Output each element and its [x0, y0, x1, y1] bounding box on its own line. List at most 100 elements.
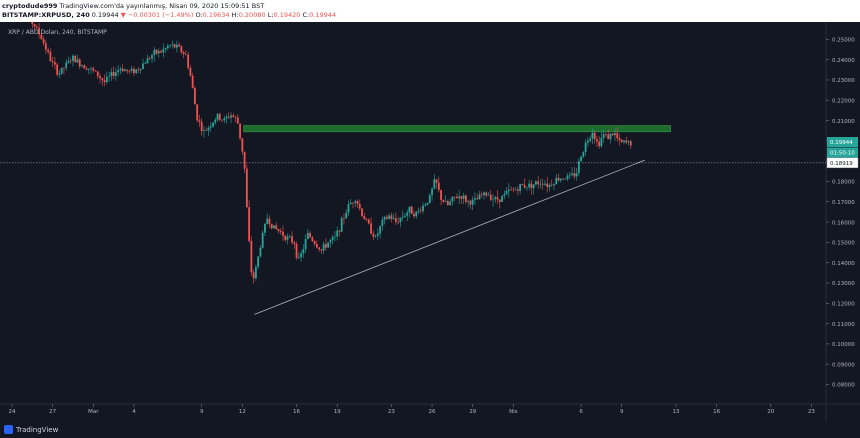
candle-body: [413, 213, 415, 217]
time-tick-label: 13: [672, 409, 679, 415]
candle-body: [151, 54, 153, 59]
tradingview-logo[interactable]: TradingView: [4, 425, 58, 434]
support-trendline[interactable]: [254, 159, 645, 315]
candle-body: [573, 173, 576, 177]
candle-body: [537, 181, 540, 185]
candle-body: [227, 116, 230, 118]
candle-body: [85, 68, 88, 70]
candle-body: [166, 45, 169, 49]
candle-body: [112, 71, 115, 76]
candle-body: [306, 232, 309, 240]
resistance-zone[interactable]: [243, 125, 671, 133]
candle-body: [135, 69, 138, 74]
candle-body: [329, 239, 332, 243]
candle-body: [530, 183, 533, 189]
candle-body: [142, 63, 144, 69]
price-tick-label: 0.14000: [832, 261, 855, 267]
candle-body: [81, 65, 83, 67]
candle-body: [124, 69, 126, 72]
candle-body: [550, 184, 553, 186]
candle-body: [363, 216, 366, 220]
candle-body: [153, 49, 156, 55]
candle-body: [406, 212, 409, 216]
candle-body: [261, 232, 264, 248]
candle-body: [78, 59, 81, 67]
candle-body: [300, 253, 302, 258]
candle-body: [139, 68, 142, 71]
countdown-badge: [827, 147, 858, 158]
publish-info: cryptodude999 TradingView.com'da yayınla…: [2, 2, 264, 10]
low-label: L:: [267, 11, 274, 19]
candle-body: [385, 216, 388, 219]
candle-body: [548, 184, 551, 187]
candle-body: [171, 44, 174, 46]
time-tick-label: Nis: [509, 409, 518, 415]
candle-body: [96, 71, 99, 77]
chart-header: cryptodude999 TradingView.com'da yayınla…: [0, 0, 860, 22]
chart-title: XRP / ABD Doları, 240, BITSTAMP: [8, 29, 107, 36]
candle-body: [313, 241, 316, 245]
candle-body: [424, 204, 427, 206]
candle-body: [268, 218, 271, 224]
time-tick-label: 23: [808, 409, 815, 415]
candle-body: [69, 60, 72, 62]
time-tick-label: 9: [620, 409, 624, 415]
candle-body: [571, 173, 573, 175]
candle-body: [103, 80, 106, 82]
candle-body: [295, 243, 298, 258]
candle-body: [532, 184, 535, 189]
candle-body: [575, 173, 578, 177]
candle-body: [252, 272, 255, 279]
candle-body: [264, 224, 266, 233]
candle-body: [38, 27, 40, 35]
price-tick-label: 0.23000: [832, 78, 855, 84]
candle-body: [243, 151, 246, 169]
candle-body: [629, 141, 632, 146]
candle-body: [221, 119, 223, 121]
candle-body: [65, 62, 68, 69]
candle-body: [453, 196, 456, 198]
candle-body: [121, 68, 124, 72]
candle-body: [164, 48, 167, 50]
candle-body: [209, 126, 212, 128]
author-name[interactable]: cryptodude999: [2, 2, 58, 10]
candle-body: [157, 51, 160, 54]
candle-body: [277, 229, 280, 231]
candle-body: [623, 140, 625, 143]
candle-body: [232, 115, 235, 117]
candle-body: [428, 195, 431, 203]
price-chart[interactable]: 0.26000 0.25000 0.24000 0.23000 0.22000 0.210…: [0, 22, 860, 422]
candle-body: [259, 247, 262, 257]
level-price-label: 0.18919: [830, 161, 853, 167]
chart-background: [0, 22, 860, 422]
candle-body: [327, 242, 330, 248]
candle-body: [291, 236, 293, 243]
candle-body: [462, 195, 465, 199]
candle-body: [49, 51, 52, 62]
candle-body: [483, 192, 485, 196]
candle-body: [293, 242, 296, 244]
candle-body: [582, 151, 585, 157]
candle-body: [408, 206, 411, 213]
candle-body: [126, 69, 129, 71]
tradingview-logo-icon: [4, 425, 13, 434]
time-tick-label: 16: [293, 409, 300, 415]
last-price: 0.19944: [91, 11, 119, 19]
time-tick-label: 9: [200, 409, 204, 415]
candle-body: [119, 68, 122, 71]
candle-body: [187, 54, 190, 68]
candle-body: [383, 216, 386, 220]
price-tick-label: 0.08000: [832, 383, 855, 389]
candle-body: [105, 76, 108, 82]
candle-body: [302, 249, 305, 254]
candle-body: [496, 197, 499, 200]
candle-body: [593, 132, 596, 140]
candle-body: [546, 183, 549, 187]
candle-body: [182, 52, 185, 55]
candle-body: [349, 202, 352, 205]
candle-body: [616, 133, 619, 139]
candle-body: [203, 130, 205, 131]
candle-body: [596, 139, 598, 142]
candle-body: [148, 58, 151, 59]
candle-body: [284, 235, 287, 240]
